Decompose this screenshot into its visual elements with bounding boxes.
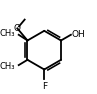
- Text: CH₃: CH₃: [0, 62, 15, 71]
- Text: CH₃: CH₃: [0, 29, 15, 38]
- Text: O: O: [14, 24, 21, 33]
- Text: OH: OH: [72, 30, 86, 39]
- Text: F: F: [42, 82, 47, 91]
